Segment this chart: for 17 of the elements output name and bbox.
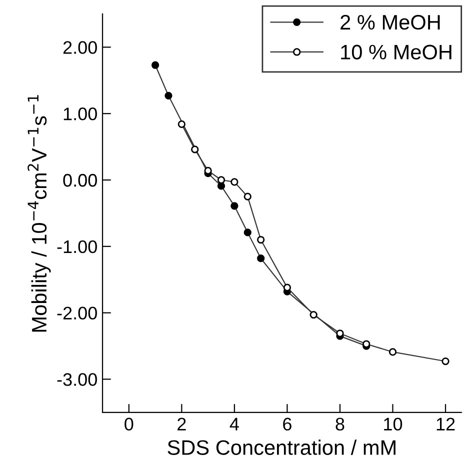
x-tick-label: 8 <box>336 418 344 431</box>
x-tick-label: 4 <box>230 418 239 430</box>
x-tick-label: 6 <box>283 418 292 431</box>
y-axis-title: Mobility / 10$^{−4}$cm$^{2}$V$^{−1}$s$^{−1}$ <box>28 95 51 332</box>
y-tick-label: 0.00 <box>63 174 97 187</box>
legend-label: 10 % MeOH <box>341 44 452 60</box>
legend-label: 2 % MeOH <box>340 14 440 30</box>
y-tick-label: 2.00 <box>63 41 97 54</box>
y-tick-label: -3.00 <box>57 373 97 386</box>
x-axis-title: SDS Concentration / mM <box>168 440 396 455</box>
y-tick-label: -2.00 <box>57 306 97 320</box>
y-tick-label: -1.00 <box>57 240 97 254</box>
y-tick-label: 1.00 <box>64 108 97 120</box>
x-tick-label: 10 <box>384 418 402 431</box>
x-tick-label: 0 <box>124 418 134 431</box>
x-tick-label: 12 <box>436 418 455 430</box>
x-tick-label: 2 <box>178 418 186 430</box>
